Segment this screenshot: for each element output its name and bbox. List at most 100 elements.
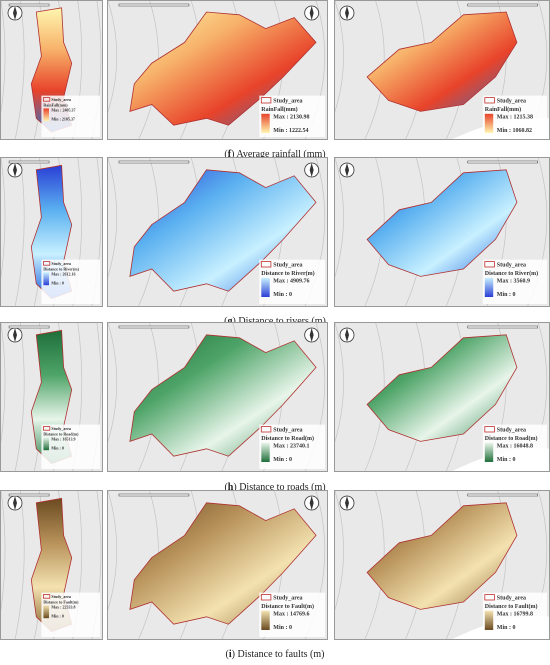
legend-study-swatch (43, 261, 51, 266)
legend-study: Study_area (273, 262, 302, 268)
legend-max: Max : 23740.1 (273, 444, 309, 450)
legend-study-swatch (43, 426, 51, 431)
map: Study_area Distance to Fault(m) Max : 1476… (96, 490, 327, 640)
legend-study-swatch (484, 261, 495, 268)
map-panel: Study_area RainFall(mm) Max : 2405.37 Min :… (0, 0, 103, 140)
district-line (14, 490, 25, 640)
legend-study-swatch (260, 97, 272, 104)
legend-max: Max : 2130.98 (273, 115, 309, 121)
map: Study_area RainFall(mm) Max : 2130.98 Min :… (96, 0, 327, 140)
legend-title: RainFall(mm) (485, 106, 521, 113)
legend-min: Min : 1222.54 (273, 128, 308, 134)
caption-label: h (227, 482, 234, 493)
legend-title: Distance to River(m) (43, 266, 79, 271)
scale-bar (467, 493, 538, 497)
map-panel: Study_area Distance to Fault(m) Max : 1476… (96, 490, 328, 640)
study-area (366, 169, 518, 277)
legend-title: Distance to Road(m) (261, 435, 314, 442)
scale-bar (118, 493, 190, 497)
legend-min: Min : 0 (51, 280, 63, 285)
legend-max: Max : 4909.76 (273, 279, 309, 285)
scale-bar (8, 493, 50, 497)
district-line (14, 322, 25, 472)
map: Study_area Distance to River(m) Max : 4909… (96, 157, 327, 307)
legend-study-swatch (43, 594, 51, 599)
legend-max: Max : 14769.6 (273, 612, 309, 618)
legend-title: Distance to Fault(m) (261, 603, 314, 610)
map-panel: Study_area Distance to Road(m) Max : 16513… (0, 322, 103, 472)
legend-min: Min : 0 (273, 625, 292, 631)
legend-ramp (43, 272, 50, 286)
legend-max: Max : 3560.9 (497, 279, 530, 285)
caption-label: f (227, 149, 232, 160)
legend-study: Study_area (497, 427, 526, 433)
legend-ramp (261, 610, 270, 630)
scale-bar (118, 325, 190, 329)
compass-needle (13, 6, 17, 20)
legend-min: Min : 0 (273, 292, 292, 298)
scale-bar (467, 325, 538, 329)
legend-study-swatch (43, 97, 51, 102)
study-area (366, 11, 518, 112)
study-area (129, 334, 317, 457)
map: Study_area Distance to Road(m) Max : 23740… (96, 322, 327, 472)
caption: (i) Distance to faults (m) (225, 649, 325, 660)
legend-ramp (484, 113, 494, 133)
legend-min: Min : 0 (497, 292, 516, 298)
legend-ramp (43, 108, 50, 122)
legend-study: Study_area (273, 595, 302, 601)
caption-label: i (228, 649, 232, 660)
study-area (129, 11, 317, 126)
legend-bg (41, 424, 100, 469)
legend-max: Max : 22333.8 (51, 605, 75, 610)
legend-min: Min : 0 (51, 445, 63, 450)
caption: (f) Average rainfall (mm) (224, 149, 326, 160)
scale-bar (8, 3, 50, 7)
legend-title: Distance to River(m) (261, 270, 314, 277)
legend-ramp (261, 442, 270, 462)
legend-study-swatch (260, 261, 272, 268)
scale-bar (467, 3, 538, 7)
study-area (129, 169, 317, 292)
legend-title: Distance to River(m) (485, 270, 538, 277)
caption: (g) Distance to rivers (m) (224, 316, 326, 327)
compass-needle (345, 496, 349, 510)
compass-needle (345, 328, 349, 342)
legend-ramp (261, 113, 270, 133)
legend-bg (41, 592, 100, 637)
map: Study_area RainFall(mm) Max : 1215.38 Min :… (323, 0, 549, 140)
legend-ramp (261, 277, 270, 297)
map-panel: Study_area Distance to Fault(m) Max : 1679… (323, 490, 550, 640)
legend-title: RainFall(mm) (43, 102, 68, 107)
legend-min: Min : 1060.82 (497, 128, 532, 134)
district-line (0, 490, 6, 619)
legend-study-swatch (260, 426, 272, 433)
compass-needle (309, 496, 314, 510)
legend-max: Max : 16048.8 (497, 444, 533, 450)
legend-study-swatch (484, 426, 495, 433)
scale-bar (8, 325, 50, 329)
scale-bar (118, 160, 190, 164)
study-area (366, 502, 518, 610)
compass-needle (13, 328, 17, 342)
compass-needle (13, 163, 17, 177)
scale-bar (118, 3, 190, 7)
map-panel: Study_area Distance to River(m) Max : 2612… (0, 157, 103, 307)
legend-ramp (43, 437, 50, 451)
compass-needle (309, 328, 314, 342)
legend-ramp (484, 277, 494, 297)
map-panel: Study_area RainFall(mm) Max : 1215.38 Min :… (323, 0, 550, 140)
compass-needle (345, 6, 349, 20)
legend-study: Study_area (273, 98, 302, 104)
legend-max: Max : 1215.38 (497, 115, 533, 121)
legend-ramp (43, 605, 50, 619)
legend-max: Max : 16799.8 (497, 612, 533, 618)
legend-bg (259, 95, 325, 137)
caption-text: Distance to roads (m) (239, 482, 326, 493)
caption-text: Distance to faults (m) (237, 649, 325, 660)
legend-min: Min : 0 (497, 457, 516, 463)
